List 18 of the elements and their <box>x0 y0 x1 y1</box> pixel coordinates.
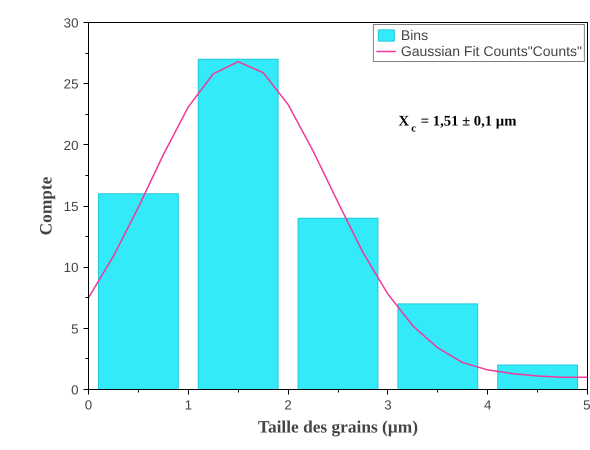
x-tick-label: 3 <box>384 398 392 412</box>
y-tick-label: 5 <box>71 321 79 336</box>
x-tick-label: 4 <box>484 398 492 412</box>
x-tick-label: 5 <box>583 398 590 412</box>
x-axis-title: Taille des grains (µm) <box>258 418 418 436</box>
x-tick-label: 2 <box>284 398 292 412</box>
y-axis-title: Compte <box>36 176 56 236</box>
y-tick-label: 10 <box>64 260 79 276</box>
y-tick-label: 25 <box>64 76 79 92</box>
y-tick-label: 20 <box>64 138 79 153</box>
x-tick-label: 1 <box>184 398 192 412</box>
y-tick-label: 30 <box>64 16 79 30</box>
y-tick-label: 15 <box>64 199 79 214</box>
legend-label: Gaussian Fit Counts"Counts" <box>400 43 582 59</box>
x-tick-label: 0 <box>84 398 92 412</box>
y-tick-label: 0 <box>71 382 79 398</box>
line-series <box>88 60 588 378</box>
legend-label: Bins <box>400 27 428 43</box>
